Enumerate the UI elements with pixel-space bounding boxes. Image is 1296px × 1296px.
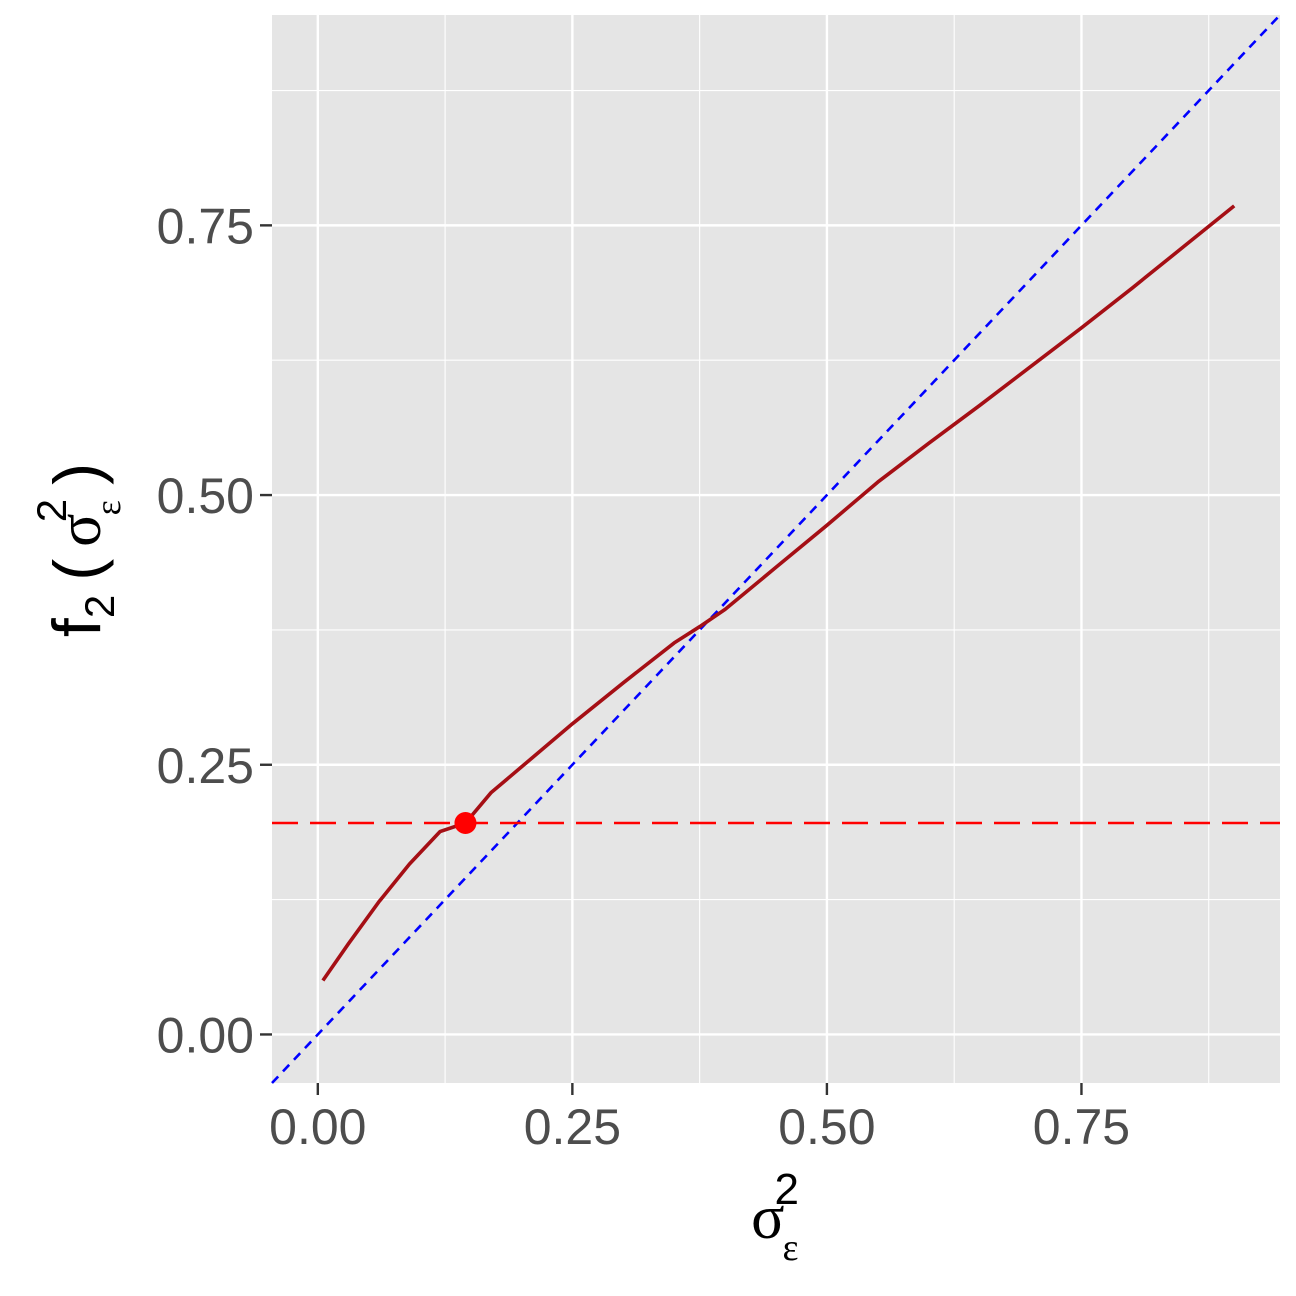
y-axis-title-close-paren: ) bbox=[40, 463, 114, 485]
x-tick-label: 0.75 bbox=[1033, 1099, 1130, 1155]
y-axis-title: f2(σε2) bbox=[28, 463, 128, 637]
y-tick-label: 0.75 bbox=[157, 198, 254, 254]
x-tick-label: 0.50 bbox=[778, 1099, 875, 1155]
major-grid bbox=[272, 15, 1280, 1083]
x-axis-title-sup: 2 bbox=[774, 1165, 798, 1214]
x-axis-title-base: σ bbox=[751, 1184, 784, 1252]
x-tick-label: 0.00 bbox=[269, 1099, 366, 1155]
svg-text:f2(σε2): f2(σε2) bbox=[28, 463, 128, 637]
x-axis-title-sub: ε bbox=[782, 1227, 798, 1269]
y-axis-title-f-sub: 2 bbox=[76, 595, 123, 618]
axis-ticks bbox=[260, 224, 1083, 1095]
x-axis-title: σε 2 bbox=[751, 1165, 799, 1269]
series-layer bbox=[321, 204, 1236, 982]
y-axis-title-sigma-sup: 2 bbox=[28, 499, 75, 522]
y-tick-label: 0.00 bbox=[157, 1007, 254, 1063]
highlight-point bbox=[454, 812, 477, 835]
identity-line bbox=[271, 14, 1281, 1084]
x-tick-label: 0.25 bbox=[524, 1099, 621, 1155]
y-axis-title-sigma-sub: ε bbox=[88, 500, 128, 515]
tick-labels: 0.00 0.25 0.50 0.75 0.00 0.25 0.50 0.75 bbox=[157, 198, 1130, 1155]
y-axis-title-open-paren: ( bbox=[40, 559, 114, 581]
series-line bbox=[321, 204, 1236, 982]
y-axis-title-f: f bbox=[39, 618, 115, 637]
minor-grid bbox=[272, 15, 1280, 1083]
y-tick-label: 0.25 bbox=[157, 738, 254, 794]
reference-lines bbox=[271, 14, 1281, 1084]
y-axis-title-sigma: σ bbox=[46, 513, 114, 546]
y-tick-label: 0.50 bbox=[157, 468, 254, 524]
